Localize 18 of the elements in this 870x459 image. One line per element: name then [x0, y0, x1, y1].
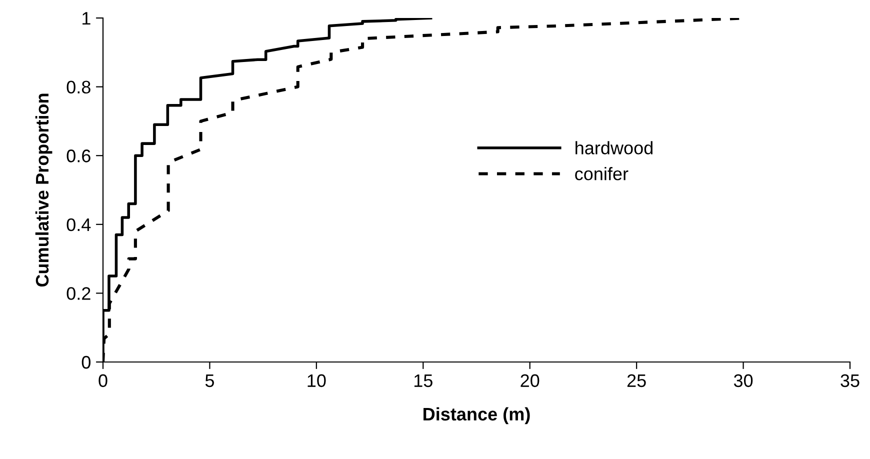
legend-label: hardwood [576, 141, 652, 154]
y-tick-label: 0.8 [66, 80, 90, 94]
x-tick-label: 15 [414, 374, 432, 388]
x-tick-label: 10 [308, 374, 326, 388]
x-tick-label: 5 [205, 374, 214, 388]
x-tick-label: 0 [98, 374, 108, 388]
y-tick-label: 0.4 [66, 218, 91, 232]
y-tick-label: 0.2 [66, 287, 90, 300]
x-tick-label: 25 [627, 374, 646, 388]
y-tick-label: 0 [82, 356, 90, 369]
y-tick-label: 1 [82, 12, 90, 25]
x-tick-label: 35 [840, 374, 860, 388]
y-axis-title: Cumulative Proportion [35, 94, 52, 287]
legend-label: conifer [575, 166, 628, 180]
x-axis-title: Distance (m) [424, 407, 530, 424]
y-tick-label: 0.6 [66, 150, 90, 162]
x-tick-label: 30 [734, 374, 753, 388]
x-tick-label: 20 [520, 374, 540, 388]
